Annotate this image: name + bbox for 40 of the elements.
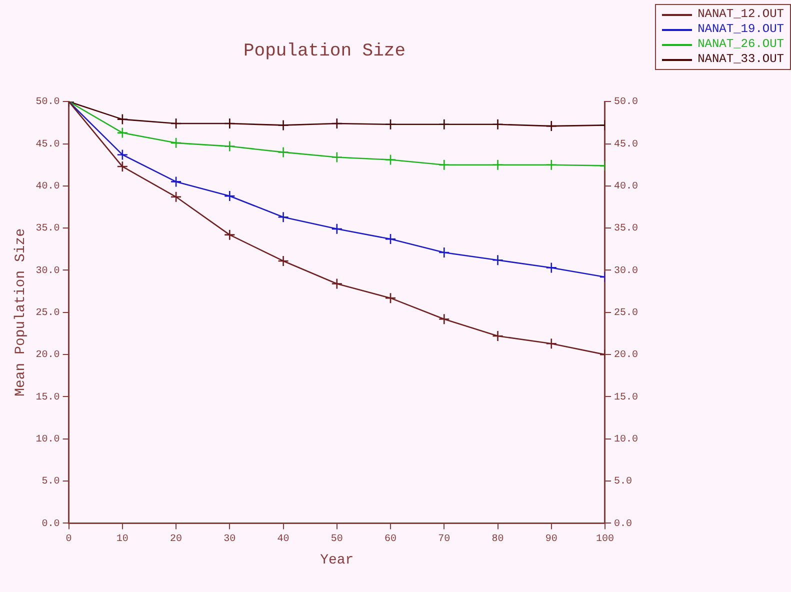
y2-tick-label: 5.0 bbox=[614, 476, 632, 488]
x-tick-label: 10 bbox=[116, 534, 128, 545]
y2-tick-label: 40.0 bbox=[614, 182, 638, 193]
y2-tick-label: 45.0 bbox=[614, 139, 638, 150]
y-tick-label: 40.0 bbox=[36, 182, 60, 193]
x-tick-label: 0 bbox=[66, 534, 72, 545]
y2-tick-label: 25.0 bbox=[614, 308, 638, 320]
y2-tick-label: 35.0 bbox=[614, 224, 638, 235]
y-tick-label: 5.0 bbox=[42, 476, 60, 488]
x-tick-label: 100 bbox=[596, 534, 614, 545]
y-tick-label: 10.0 bbox=[36, 434, 60, 446]
x-tick-label: 80 bbox=[492, 534, 504, 545]
y-tick-label: 50.0 bbox=[36, 97, 60, 108]
y-tick-label: 25.0 bbox=[36, 308, 60, 320]
y2-tick-label: 20.0 bbox=[614, 350, 638, 362]
x-tick-label: 50 bbox=[330, 534, 343, 545]
y2-tick-label: 30.0 bbox=[614, 266, 638, 277]
y-tick-label: 0.0 bbox=[42, 518, 60, 530]
y-tick-label: 35.0 bbox=[36, 224, 60, 235]
y-tick-label: 15.0 bbox=[36, 392, 60, 404]
y2-tick-label: 10.0 bbox=[614, 434, 638, 446]
y2-tick-label: 50.0 bbox=[614, 97, 638, 108]
x-tick-label: 40 bbox=[277, 534, 290, 545]
y2-tick-label: 15.0 bbox=[614, 392, 638, 404]
legend-label: NANAT_12.OUT bbox=[698, 7, 784, 22]
x-tick-label: 30 bbox=[224, 534, 236, 545]
x-axis-title: Year bbox=[320, 552, 354, 568]
y-tick-label: 30.0 bbox=[36, 266, 60, 277]
legend-label: NANAT_26.OUT bbox=[698, 37, 784, 52]
y-tick-label: 20.0 bbox=[36, 350, 60, 362]
legend-label: NANAT_19.OUT bbox=[698, 22, 784, 37]
x-tick-label: 60 bbox=[384, 534, 397, 545]
x-tick-label: 90 bbox=[545, 534, 558, 545]
x-tick-label: 70 bbox=[438, 534, 450, 545]
legend-label: NANAT_33.OUT bbox=[698, 52, 784, 67]
y-axis-title: Mean Population Size bbox=[13, 228, 30, 396]
y2-tick-label: 0.0 bbox=[614, 518, 632, 530]
chart-title: Population Size bbox=[243, 42, 406, 62]
y-tick-label: 45.0 bbox=[36, 139, 60, 150]
x-tick-label: 20 bbox=[170, 534, 182, 545]
